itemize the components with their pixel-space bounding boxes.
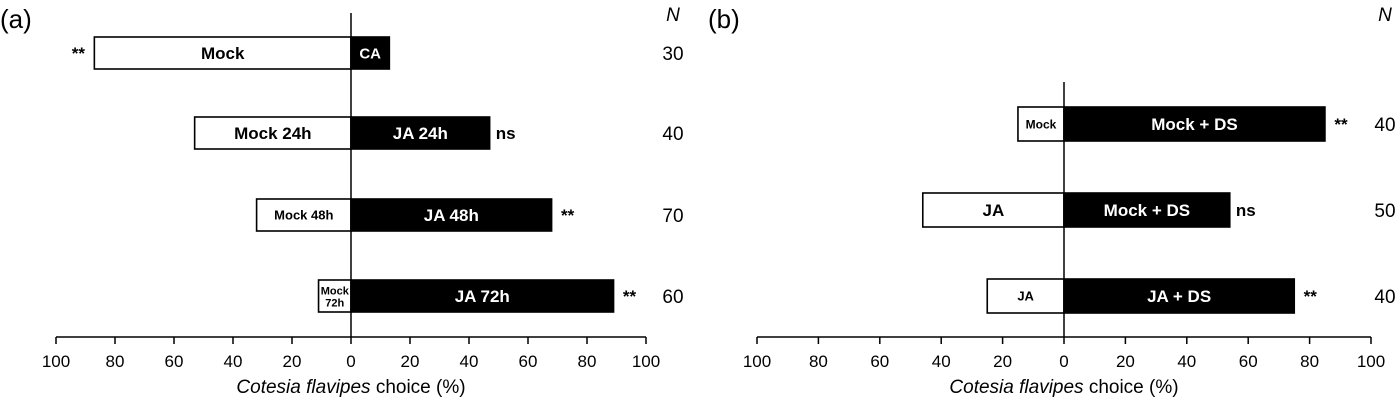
x-tick-label-a: 20 [283,352,302,371]
bar-left-label-b-3: JA [1017,289,1034,304]
bar-left-label-b-1: Mock [1026,117,1057,131]
x-tick-label-b: 20 [993,352,1012,371]
bar-left-a-1 [93,36,352,70]
n-value-b-2: 50 [1374,201,1395,222]
x-axis-label-unit: choice (%) [371,377,466,398]
bar-left-a-4 [317,279,352,313]
x-axis-label-a: Cotesia flavipes choice (%) [236,377,465,398]
x-tick-label-a: 0 [346,352,355,371]
x-axis-label-species: Cotesia flavipes [949,377,1084,398]
x-tick-label-b: 80 [809,352,828,371]
x-tick-label-a: 40 [224,352,243,371]
bar-right-label-b-1: Mock + DS [1151,115,1237,134]
x-tick-label-b: 20 [1116,352,1135,371]
x-tick-label-b: 40 [932,352,951,371]
significance-label-a-4: ** [623,287,637,306]
n-header-b: N [1378,5,1392,26]
panel-label-a: (a) [0,4,32,34]
bar-left-a-3 [255,198,352,232]
n-value-b-3: 40 [1374,287,1395,308]
bar-right-label-b-3: JA + DS [1147,287,1211,306]
x-tick-label-a: 20 [401,352,420,371]
x-tick-label-a: 60 [165,352,184,371]
bar-left-label-b-2: JA [983,201,1005,220]
significance-label-b-2: ns [1236,201,1256,220]
n-header-a: N [666,5,680,26]
n-value-a-1: 30 [662,44,683,65]
panel-b-chart: (b) N 100 80 60 40 20 0 20 40 60 80 100 Cotesia flavi… [708,4,1396,398]
bar-right-label-b-2: Mock + DS [1104,201,1190,220]
bar-right-a-4 [350,279,615,313]
bar-left-label-line: Mock [321,285,350,297]
significance-label-a-2: ns [496,124,516,143]
x-tick-label-b: 60 [870,352,889,371]
x-tick-label-b: 60 [1239,352,1258,371]
x-tick-label-b: 100 [1357,352,1385,371]
bar-right-a-3 [350,198,553,232]
x-axis-label-unit: choice (%) [1084,377,1179,398]
x-axis-label-b: Cotesia flavipes choice (%) [949,377,1178,398]
x-tick-label-b: 40 [1177,352,1196,371]
bar-right-label-a-1: CA [359,45,381,62]
x-tick-label-a: 80 [578,352,597,371]
bar-right-label-a-4: JA 72h [455,287,510,306]
bar-right-a-1 [350,36,391,70]
bar-left-label-line: 72h [325,297,344,309]
panel-label-b: (b) [708,4,740,34]
bar-right-label-a-3: JA 48h [424,206,479,225]
n-value-b-1: 40 [1374,115,1395,136]
bar-left-label-a-4: Mock 72h [321,285,350,309]
bar-right-a-2 [350,116,491,150]
n-value-a-3: 70 [662,206,683,227]
bar-right-b-3 [1063,278,1296,314]
x-tick-label-a: 40 [460,352,479,371]
x-tick-label-a: 80 [106,352,125,371]
significance-label-b-3: ** [1304,287,1318,306]
bar-left-a-2 [193,116,352,150]
bar-left-b-3 [986,278,1065,314]
bar-right-label-a-2: JA 24h [393,124,448,143]
significance-label-b-1: ** [1334,115,1348,134]
n-value-a-4: 60 [662,287,683,308]
bar-left-b-1 [1017,106,1065,142]
bar-right-b-1 [1063,106,1326,142]
x-tick-label-a: 100 [42,352,70,371]
bar-left-b-2 [921,192,1065,228]
x-tick-label-a: 60 [519,352,538,371]
x-tick-label-b: 100 [743,352,771,371]
bar-left-label-a-2: Mock 24h [234,124,311,143]
n-value-a-2: 40 [662,124,683,145]
x-tick-label-b: 80 [1300,352,1319,371]
x-tick-label-b: 0 [1059,352,1068,371]
significance-label-a-1: ** [72,44,86,63]
bar-left-label-a-3: Mock 48h [274,208,333,223]
x-tick-label-a: 100 [632,352,660,371]
bar-left-label-a-1: Mock [201,44,245,63]
significance-label-a-3: ** [561,206,575,225]
x-axis-label-species: Cotesia flavipes [236,377,371,398]
panel-a-chart: (a) N 100 80 60 40 20 0 20 40 60 80 100 Cotesia flavi… [0,4,684,398]
